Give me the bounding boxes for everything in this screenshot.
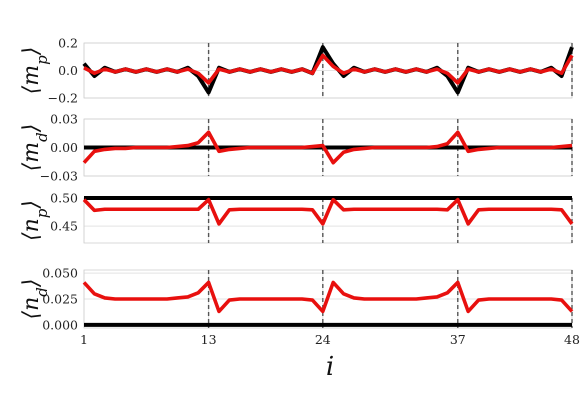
x-tick-label: 37 <box>450 332 466 347</box>
x-tick-label: 24 <box>315 332 331 347</box>
y-tick-label: −0.03 <box>40 169 78 184</box>
panel-1: 0.2 0.0 −0.2⟨mp⟩ <box>19 36 574 106</box>
x-tick-label: 1 <box>80 332 88 347</box>
series-black-line <box>82 45 574 95</box>
y-tick-label: 0.50 <box>50 191 78 206</box>
y-tick-label: 0.45 <box>50 219 78 234</box>
x-axis-label: i <box>326 352 334 382</box>
y-tick-label: 0.050 <box>42 266 78 281</box>
series-red-line <box>82 280 574 314</box>
x-tick-label: 48 <box>564 332 580 347</box>
x-axis: i 1 13 24 37 48 <box>80 332 580 382</box>
series-red-line <box>82 130 573 165</box>
y-tick-label: 0.0 <box>58 63 78 78</box>
series-red-line <box>83 53 574 85</box>
y-axis-label: ⟨nd⟩ <box>19 279 51 320</box>
y-tick-label: 0.2 <box>58 36 78 51</box>
y-axis-label: ⟨md⟩ <box>19 124 51 172</box>
y-axis-label: ⟨mp⟩ <box>19 47 51 95</box>
panel-3: 0.50 0.45⟨np⟩ <box>19 191 574 244</box>
y-tick-label: 0.000 <box>42 317 78 332</box>
panels: 0.20.0−0.2⟨mp⟩0.030.00−0.03⟨md⟩0.500.45⟨… <box>19 36 574 332</box>
series-red-line <box>82 197 574 226</box>
y-tick-label: −0.2 <box>48 91 78 106</box>
y-tick-label: 0.00 <box>50 140 78 155</box>
panel-frame <box>83 42 573 99</box>
panel-frame <box>83 197 573 244</box>
x-tick-label: 13 <box>201 332 217 347</box>
y-axis-label: ⟨np⟩ <box>19 200 51 241</box>
panel-4: 0.050 0.025 0.000⟨nd⟩ <box>19 266 574 332</box>
y-tick-label: 0.03 <box>50 112 78 127</box>
panel-2: 0.03 0.00 −0.03⟨md⟩ <box>19 112 573 184</box>
y-tick-label: 0.025 <box>42 292 78 307</box>
